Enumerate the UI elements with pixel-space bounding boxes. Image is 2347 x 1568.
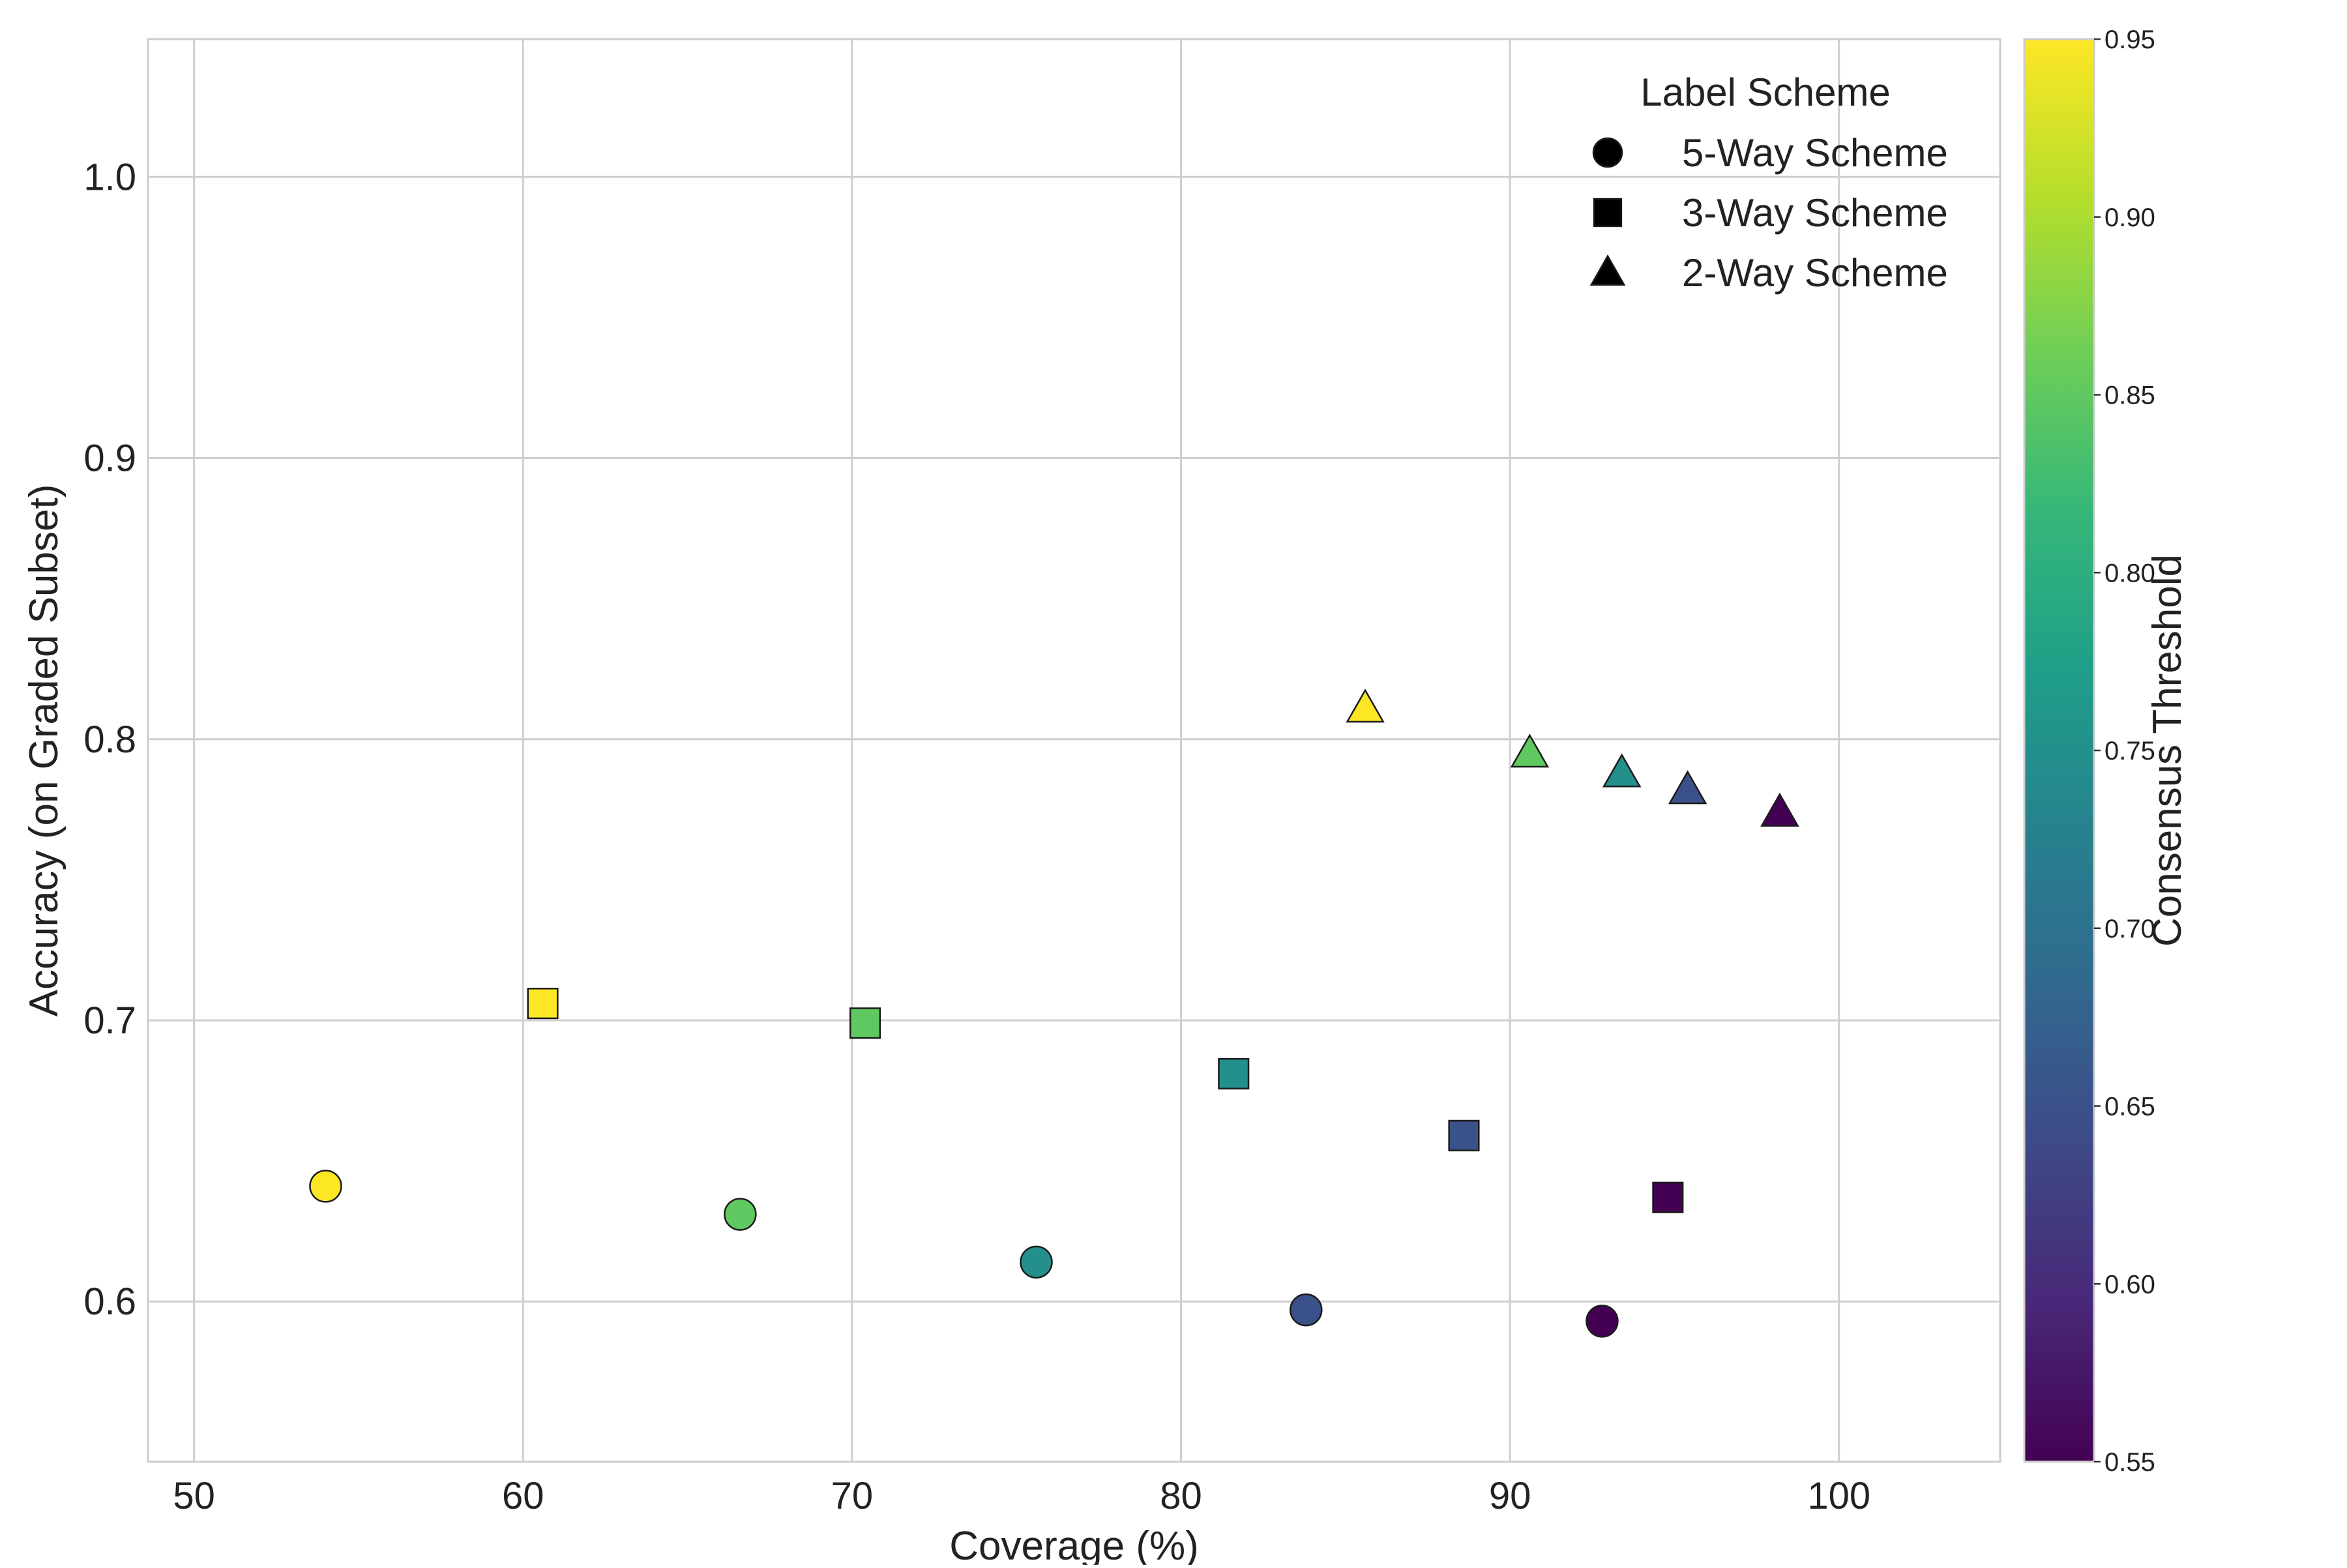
colorbar-tick-label: 0.60 (2104, 1270, 2155, 1299)
colorbar-tick-label: 0.85 (2104, 381, 2155, 410)
y-axis-label: Accuracy (on Graded Subset) (22, 484, 66, 1017)
colorbar-gradient (2023, 38, 2095, 1463)
colorbar-tick-label: 0.75 (2104, 737, 2155, 765)
circle-point (1020, 1245, 1053, 1279)
colorbar-label: Consensus Threshold (2145, 554, 2190, 947)
colorbar-tick-label: 0.65 (2104, 1093, 2155, 1121)
grid (148, 39, 2000, 1462)
square-point (1218, 1058, 1250, 1089)
legend: Label Scheme 5-Way Scheme 3-Way Scheme 2-W… (1589, 70, 1948, 295)
legend-entry-label: 5-Way Scheme (1682, 131, 1948, 175)
x-axis-label: Coverage (%) (949, 1524, 1198, 1565)
y-tick-label: 0.8 (83, 718, 136, 761)
x-tick-label: 90 (1489, 1475, 1531, 1517)
triangle-point (1602, 753, 1642, 788)
x-tick-label: 60 (502, 1475, 544, 1517)
data-points (309, 688, 1799, 1338)
circle-point (1586, 1305, 1619, 1338)
legend-entry-label: 3-Way Scheme (1682, 191, 1948, 235)
legend-triangle-icon (1589, 254, 1626, 286)
colorbar: Consensus Threshold 0.55 0.60 0.65 0.70 0.75… (2023, 25, 2190, 1477)
triangle-point (1760, 792, 1799, 827)
axis-ticks: 50 60 70 80 90 100 0.6 0.7 0.8 0.9 1.0 (83, 156, 1870, 1517)
circle-point (1290, 1293, 1323, 1327)
circle-point (309, 1170, 342, 1203)
triangle-point (1510, 733, 1550, 768)
legend-title: Label Scheme (1640, 70, 1891, 114)
x-tick-label: 50 (173, 1475, 215, 1517)
x-tick-label: 100 (1807, 1475, 1870, 1517)
plot-area-frame (147, 38, 2001, 1463)
circle-point (724, 1198, 757, 1231)
colorbar-tick-label: 0.55 (2104, 1448, 2155, 1477)
colorbar-tick-label: 0.95 (2104, 25, 2155, 54)
y-tick-label: 0.9 (83, 437, 136, 480)
legend-circle-icon (1592, 137, 1623, 168)
square-point (527, 988, 559, 1020)
square-point (1448, 1119, 1480, 1151)
square-point (849, 1007, 881, 1039)
x-tick-label: 80 (1160, 1475, 1202, 1517)
triangle-point (1346, 688, 1385, 723)
colorbar-tick-label: 0.70 (2104, 915, 2155, 943)
legend-entry-label: 2-Way Scheme (1682, 251, 1948, 295)
y-tick-label: 1.0 (83, 156, 136, 198)
triangle-point (1668, 770, 1707, 805)
legend-square-icon (1593, 198, 1623, 228)
colorbar-tick-label: 0.80 (2104, 559, 2155, 587)
square-point (1652, 1181, 1684, 1213)
y-tick-label: 0.7 (83, 999, 136, 1042)
y-tick-label: 0.6 (83, 1280, 136, 1323)
colorbar-tick-label: 0.90 (2104, 203, 2155, 232)
x-tick-label: 70 (831, 1475, 874, 1517)
